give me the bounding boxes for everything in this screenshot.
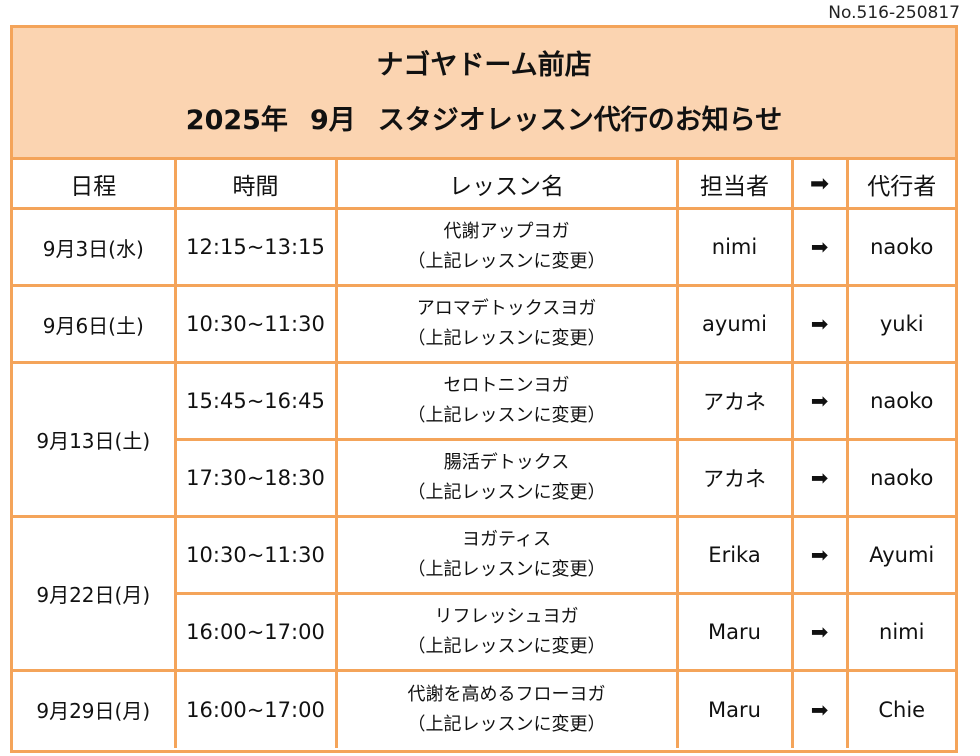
- arrow-icon: ➡: [790, 438, 849, 518]
- arrow-icon: ➡: [790, 592, 849, 672]
- lesson-note: （上記レッスンに変更）: [407, 482, 606, 503]
- lesson-cell: セロトニンヨガ （上記レッスンに変更）: [334, 361, 679, 441]
- lesson-name: ヨガティス: [462, 529, 551, 551]
- time-cell: 10:30~11:30: [173, 515, 338, 595]
- time-cell: 15:45~16:45: [173, 361, 338, 441]
- substitute-cell: Chie: [845, 669, 955, 748]
- lesson-note: （上記レッスンに変更）: [407, 328, 606, 349]
- lesson-note: （上記レッスンに変更）: [407, 559, 606, 580]
- time-cell: 10:30~11:30: [173, 284, 338, 364]
- arrow-icon: ➡: [790, 669, 849, 748]
- substitute-cell: naoko: [845, 207, 955, 287]
- table-row: 9月29日(月) 16:00~17:00 代謝を高めるフローヨガ （上記レッスンに…: [13, 669, 955, 748]
- lesson-cell: 腸活デトックス （上記レッスンに変更）: [334, 438, 679, 518]
- column-header-lesson: レッスン名: [334, 160, 679, 210]
- substitute-cell: naoko: [845, 361, 955, 441]
- substitute-cell: nimi: [845, 592, 955, 672]
- lesson-cell: ヨガティス （上記レッスンに変更）: [334, 515, 679, 595]
- arrow-icon: ➡: [790, 207, 849, 287]
- lesson-note: （上記レッスンに変更）: [407, 405, 606, 426]
- substitute-cell: Ayumi: [845, 515, 955, 595]
- lesson-cell: 代謝を高めるフローヨガ （上記レッスンに変更）: [334, 669, 679, 748]
- time-cell: 12:15~13:15: [173, 207, 338, 287]
- substitute-cell: yuki: [845, 284, 955, 364]
- title-month: 9月: [309, 104, 356, 136]
- lesson-name: セロトニンヨガ: [443, 375, 570, 397]
- schedule-table: 日程 時間 レッスン名 担当者 ➡ 代行者 9月3日(水) 12:15~13:1…: [13, 160, 955, 748]
- column-header-arrow-icon: ➡: [790, 160, 849, 210]
- store-name: ナゴヤドーム前店: [376, 49, 592, 81]
- date-cell: 9月6日(土): [13, 284, 177, 364]
- notice-frame: ナゴヤドーム前店 2025年 9月 スタジオレッスン代行のお知らせ 日程 時間 レッ…: [10, 25, 958, 753]
- title-year: 2025年: [185, 104, 288, 136]
- lesson-name: 腸活デトックス: [443, 452, 570, 474]
- title-subject: スタジオレッスン代行のお知らせ: [377, 104, 783, 136]
- instructor-cell: ayumi: [675, 284, 794, 364]
- arrow-icon: ➡: [790, 361, 849, 441]
- lesson-name: 代謝を高めるフローヨガ: [407, 684, 606, 706]
- lesson-name: アロマデトックスヨガ: [416, 298, 597, 320]
- date-cell: 9月29日(月): [13, 669, 177, 748]
- column-header-instructor: 担当者: [675, 160, 794, 210]
- table-row: 17:30~18:30 腸活デトックス （上記レッスンに変更） アカネ ➡ nao…: [13, 438, 955, 518]
- lesson-cell: 代謝アップヨガ （上記レッスンに変更）: [334, 207, 679, 287]
- time-cell: 16:00~17:00: [175, 592, 338, 672]
- instructor-cell: アカネ: [675, 361, 794, 441]
- lesson-note: （上記レッスンに変更）: [407, 636, 606, 657]
- lesson-name: リフレッシュヨガ: [434, 606, 579, 628]
- lesson-note: （上記レッスンに変更）: [407, 251, 606, 272]
- instructor-cell: Maru: [675, 669, 794, 748]
- date-cell: 9月22日(月): [13, 515, 177, 672]
- instructor-cell: Erika: [675, 515, 794, 595]
- time-cell: 17:30~18:30: [175, 438, 338, 518]
- instructor-cell: nimi: [675, 207, 794, 287]
- table-row: 9月3日(水) 12:15~13:15 代謝アップヨガ （上記レッスンに変更） n…: [13, 207, 955, 287]
- table-row: 9月22日(月) 10:30~11:30 ヨガティス （上記レッスンに変更） Er…: [13, 515, 955, 672]
- table-row: 9月6日(土) 10:30~11:30 アロマデトックスヨガ （上記レッスンに変更…: [13, 284, 955, 364]
- document-number: No.516-250817: [828, 3, 960, 23]
- notice-title: 2025年 9月 スタジオレッスン代行のお知らせ: [186, 107, 782, 134]
- column-header-time: 時間: [173, 160, 338, 210]
- substitute-cell: naoko: [845, 438, 955, 518]
- lesson-note: （上記レッスンに変更）: [407, 713, 606, 735]
- column-header-date: 日程: [13, 160, 177, 210]
- date-cell: 9月13日(土): [13, 361, 177, 518]
- instructor-cell: Maru: [675, 592, 794, 672]
- table-row: 16:00~17:00 リフレッシュヨガ （上記レッスンに変更） Maru ➡ n…: [13, 592, 955, 672]
- table-row: 9月13日(土) 15:45~16:45 セロトニンヨガ （上記レッスンに変更） …: [13, 361, 955, 518]
- column-header-substitute: 代行者: [845, 160, 955, 210]
- lesson-name: 代謝アップヨガ: [443, 221, 570, 243]
- instructor-cell: アカネ: [675, 438, 794, 518]
- time-cell: 16:00~17:00: [173, 669, 338, 748]
- lesson-cell: アロマデトックスヨガ （上記レッスンに変更）: [334, 284, 679, 364]
- lesson-cell: リフレッシュヨガ （上記レッスンに変更）: [334, 592, 679, 672]
- date-cell: 9月3日(水): [13, 207, 177, 287]
- notice-header: ナゴヤドーム前店 2025年 9月 スタジオレッスン代行のお知らせ: [13, 28, 955, 160]
- arrow-icon: ➡: [790, 284, 849, 364]
- table-header-row: 日程 時間 レッスン名 担当者 ➡ 代行者: [13, 160, 955, 210]
- arrow-icon: ➡: [790, 515, 849, 595]
